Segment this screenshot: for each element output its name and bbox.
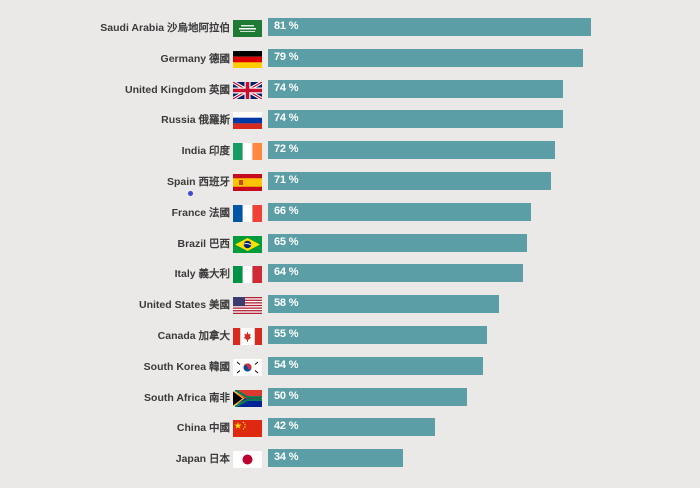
data-label: 50 % (274, 389, 299, 402)
category-label: South Korea 韓國 (143, 360, 230, 373)
south-africa-flag-icon (233, 389, 262, 407)
bar-row-brazil: Brazil 巴西 65 % (0, 232, 700, 256)
data-label: 64 % (274, 266, 299, 279)
data-label: 72 % (274, 143, 299, 156)
bar-row-italy: Italy 義大利 64 % (0, 262, 700, 286)
india-flag-icon (233, 143, 262, 161)
category-label: Spain 西班牙 (166, 176, 230, 188)
category-label: France 法國 (171, 206, 230, 219)
canada-flag-icon (233, 328, 262, 345)
bar: 74 % (268, 79, 563, 98)
bar: 74 % (268, 110, 563, 129)
bar-row-united-states: United States 美國 58 % (0, 293, 700, 317)
category-label: China 中國 (176, 422, 230, 435)
united-kingdom-flag-icon (233, 81, 262, 99)
bar-row-india: India 印度 72 % (0, 139, 700, 163)
bar: 34 % (268, 449, 404, 468)
spain-flag-icon (233, 174, 262, 191)
bar-row-russia: Russia 俄羅斯 74 % (0, 108, 700, 132)
united-states-flag-icon (233, 297, 262, 315)
bar: 42 % (268, 418, 436, 437)
italy-flag-icon (233, 266, 262, 284)
bar-row-germany: Germany 德國 79 % (0, 47, 700, 71)
category-label: Germany 德國 (160, 52, 230, 65)
data-label: 71 % (274, 174, 299, 186)
china-flag-icon (233, 420, 262, 438)
bar: 64 % (268, 264, 524, 283)
bar: 65 % (268, 233, 528, 252)
bar: 58 % (268, 295, 500, 314)
category-label: Japan 日本 (175, 453, 230, 466)
bar-row-japan: Japan 日本 34 % (0, 447, 700, 471)
saudi-arabia-flag-icon (233, 20, 262, 37)
bar-row-south-korea: South Korea 韓國 54 % (0, 355, 700, 379)
bar: 54 % (268, 356, 484, 375)
data-label: 58 % (274, 297, 299, 310)
bar-row-united-kingdom: United Kingdom 英國 74 % (0, 78, 700, 102)
germany-flag-icon (233, 50, 262, 68)
bar-row-china: China 中國 42 % (0, 416, 700, 440)
category-label: Italy 義大利 (174, 268, 230, 281)
bar-row-spain: Spain 西班牙 71 % (0, 170, 700, 194)
data-label: 42 % (274, 420, 299, 433)
data-label: 55 % (274, 328, 299, 340)
category-label: Brazil 巴西 (177, 237, 230, 250)
data-label: 34 % (274, 451, 299, 464)
bar-row-south-africa: South Africa 南非 50 % (0, 386, 700, 410)
bar-row-saudi-arabia: Saudi Arabia 沙烏地阿拉伯 81 % (0, 16, 700, 40)
data-label: 79 % (274, 50, 299, 63)
category-label: United Kingdom 英國 (125, 83, 230, 96)
data-label: 81 % (274, 20, 299, 32)
russia-flag-icon (233, 112, 262, 130)
bar: 81 % (268, 18, 591, 36)
category-label: United States 美國 (138, 299, 230, 312)
bar: 72 % (268, 141, 555, 160)
bar-row-france: France 法國 66 % (0, 201, 700, 225)
category-label: Russia 俄羅斯 (161, 114, 230, 127)
south-korea-flag-icon (233, 358, 262, 376)
france-flag-icon (233, 204, 262, 222)
bar: 55 % (268, 326, 488, 344)
data-label: 66 % (274, 204, 299, 217)
data-label: 74 % (274, 81, 299, 94)
category-label: India 印度 (181, 145, 230, 158)
bar: 50 % (268, 387, 468, 406)
bar: 79 % (268, 48, 583, 67)
brazil-flag-icon (233, 235, 262, 253)
data-label: 65 % (274, 235, 299, 248)
category-label: Saudi Arabia 沙烏地阿拉伯 (100, 22, 230, 34)
data-label: 54 % (274, 358, 299, 371)
category-label: Canada 加拿大 (157, 330, 230, 342)
category-label: South Africa 南非 (144, 391, 230, 404)
data-label: 74 % (274, 112, 299, 125)
japan-flag-icon (233, 451, 262, 469)
bar: 71 % (268, 172, 551, 190)
bar: 66 % (268, 202, 531, 221)
cursor-indicator (188, 191, 193, 196)
bar-row-canada: Canada 加拿大 55 % (0, 324, 700, 348)
